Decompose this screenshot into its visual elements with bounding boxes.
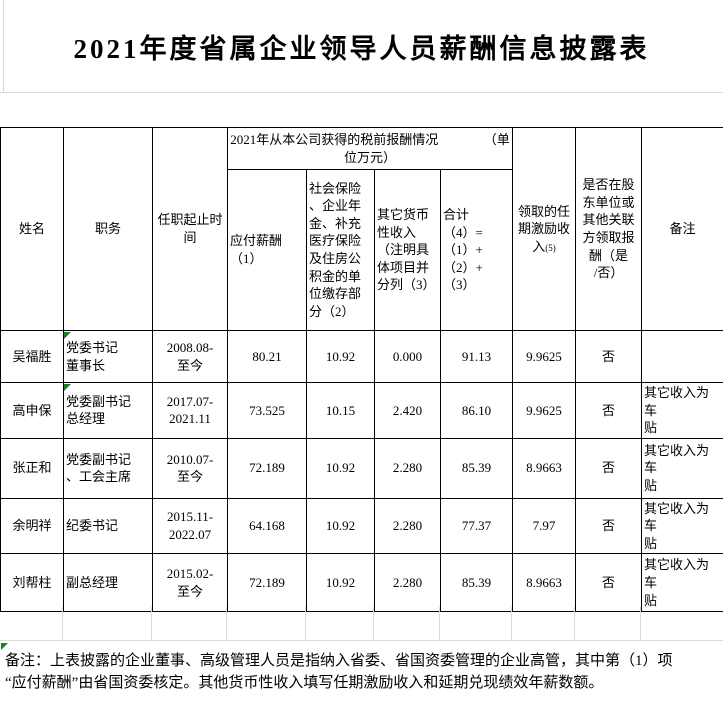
cell-social: 10.92 — [306, 553, 375, 613]
cell-payable: 80.21 — [227, 330, 307, 383]
cell-payable: 72.189 — [227, 437, 307, 499]
cell-other: 2.280 — [374, 437, 441, 499]
cell-related: 否 — [575, 437, 643, 499]
gridline-cell — [575, 607, 641, 640]
cell-position: 党委书记 董事长 — [63, 330, 153, 383]
gridline-cell — [306, 607, 374, 640]
table-row: 刘帮柱 副总经理 2015.02- 至今 72.189 10.92 2.280 … — [0, 553, 723, 613]
cell-remark: 其它收入为车 贴 — [641, 437, 723, 499]
cell-term: 2010.07- 至今 — [152, 437, 228, 499]
cell-position: 纪委书记 — [63, 497, 153, 555]
page-title: 2021年度省属企业领导人员薪酬信息披露表 — [73, 33, 650, 64]
col-header-other-income: 其它货币 性收入 （注明具 体项目并 分列（3） — [374, 169, 441, 331]
col-header-remark: 备注 — [641, 127, 723, 331]
gridline-cell — [0, 607, 63, 640]
col-header-name: 姓名 — [0, 127, 64, 331]
cell-position: 副总经理 — [63, 553, 153, 613]
cell-position: 党委副书记 总经理 — [63, 382, 153, 439]
cell-incentive: 9.9625 — [512, 382, 577, 439]
empty-grid-row — [0, 607, 723, 641]
cell-remark — [641, 330, 723, 383]
gridline-cell — [63, 607, 152, 640]
col-header-payable: 应付薪酬 （1） — [227, 169, 307, 331]
cell-corner-marker-icon — [64, 384, 71, 391]
cell-payable: 64.168 — [227, 497, 307, 555]
cell-incentive: 8.9663 — [512, 553, 577, 613]
cell-corner-marker-icon — [64, 332, 71, 339]
cell-remark: 其它收入为车 贴 — [641, 553, 723, 613]
cell-total: 85.39 — [439, 437, 514, 499]
col-header-term: 任职起止时 间 — [152, 127, 228, 331]
table-row: 余明祥 纪委书记 2015.11- 2022.07 64.168 10.92 2… — [0, 497, 723, 555]
gridline-cell — [227, 607, 306, 640]
cell-social: 10.92 — [306, 330, 375, 383]
cell-payable: 73.525 — [227, 382, 307, 439]
table-row: 吴福胜 党委书记 董事长 2008.08- 至今 80.21 10.92 0.0… — [0, 330, 723, 383]
cell-total: 77.37 — [439, 497, 514, 555]
cell-name: 张正和 — [0, 437, 64, 499]
cell-payable: 72.189 — [227, 553, 307, 613]
cell-social: 10.15 — [306, 382, 375, 439]
table-row: 高申保 党委副书记 总经理 2017.07- 2021.11 73.525 10… — [0, 382, 723, 439]
cell-corner-marker-icon — [1, 643, 8, 650]
cell-other: 2.280 — [374, 497, 441, 555]
footnote-text: 备注：上表披露的企业董事、高级管理人员是指纳入省委、省国资委管理的企业高管，其中… — [5, 653, 673, 691]
cell-name: 余明祥 — [0, 497, 64, 555]
cell-other: 0.000 — [374, 330, 441, 383]
gridline-cell — [641, 607, 723, 640]
cell-term: 2015.02- 至今 — [152, 553, 228, 613]
cell-other: 2.420 — [374, 382, 441, 439]
cell-social: 10.92 — [306, 497, 375, 555]
cell-related: 否 — [575, 330, 643, 383]
cell-total: 85.39 — [439, 553, 514, 613]
cell-related: 否 — [575, 382, 643, 439]
title-block: 2021年度省属企业领导人员薪酬信息披露表 — [0, 0, 723, 93]
cell-related: 否 — [575, 553, 643, 613]
col-header-social-insurance: 社会保险 、企业年 金、补充 医疗保险 及住房公 积金的单 位缴存部 分（2） — [306, 169, 375, 331]
col-header-related-pay: 是否在股 东单位或 其他关联 方领取报 酬（是 /否） — [575, 127, 643, 331]
col-header-total: 合计 （4）= （1）+ （2）+ （3） — [439, 169, 514, 331]
cell-incentive: 8.9663 — [512, 437, 577, 499]
cell-incentive: 7.97 — [512, 497, 577, 555]
cell-total: 86.10 — [439, 382, 514, 439]
table-row: 张正和 党委副书记 、工会主席 2010.07- 至今 72.189 10.92… — [0, 437, 723, 499]
col-header-incentive: 领取的任 期激励收 入(5) — [512, 127, 577, 331]
cell-social: 10.92 — [306, 437, 375, 499]
gridline-cell — [152, 607, 227, 640]
salary-table: 姓名 职务 任职起止时 间 2021年从本公司获得的税前报酬情况 （单 位万元）… — [0, 127, 723, 613]
cell-term: 2017.07- 2021.11 — [152, 382, 228, 439]
cell-term: 2008.08- 至今 — [152, 330, 228, 383]
col-header-incentive-text: 领取的任 期激励收 入 — [518, 203, 571, 254]
group-header-pretax: 2021年从本公司获得的税前报酬情况 （单 位万元） — [226, 127, 514, 170]
cell-total: 91.13 — [439, 330, 514, 383]
cell-term: 2015.11- 2022.07 — [152, 497, 228, 555]
cell-position: 党委副书记 、工会主席 — [63, 437, 153, 499]
gridline-segment — [3, 0, 4, 93]
cell-name: 刘帮柱 — [0, 553, 64, 613]
gridline-cell — [512, 607, 575, 640]
gridline-cell — [440, 607, 512, 640]
gridline-cell — [374, 607, 440, 640]
cell-name: 吴福胜 — [0, 330, 64, 383]
cell-other: 2.280 — [374, 553, 441, 613]
cell-name: 高申保 — [0, 382, 64, 439]
cell-related: 否 — [575, 497, 643, 555]
col-header-incentive-sup: (5) — [545, 242, 556, 253]
cell-remark: 其它收入为车 贴 — [641, 497, 723, 555]
col-header-position: 职务 — [63, 127, 153, 331]
cell-incentive: 9.9625 — [512, 330, 577, 383]
cell-remark: 其它收入为车 贴 — [641, 382, 723, 439]
